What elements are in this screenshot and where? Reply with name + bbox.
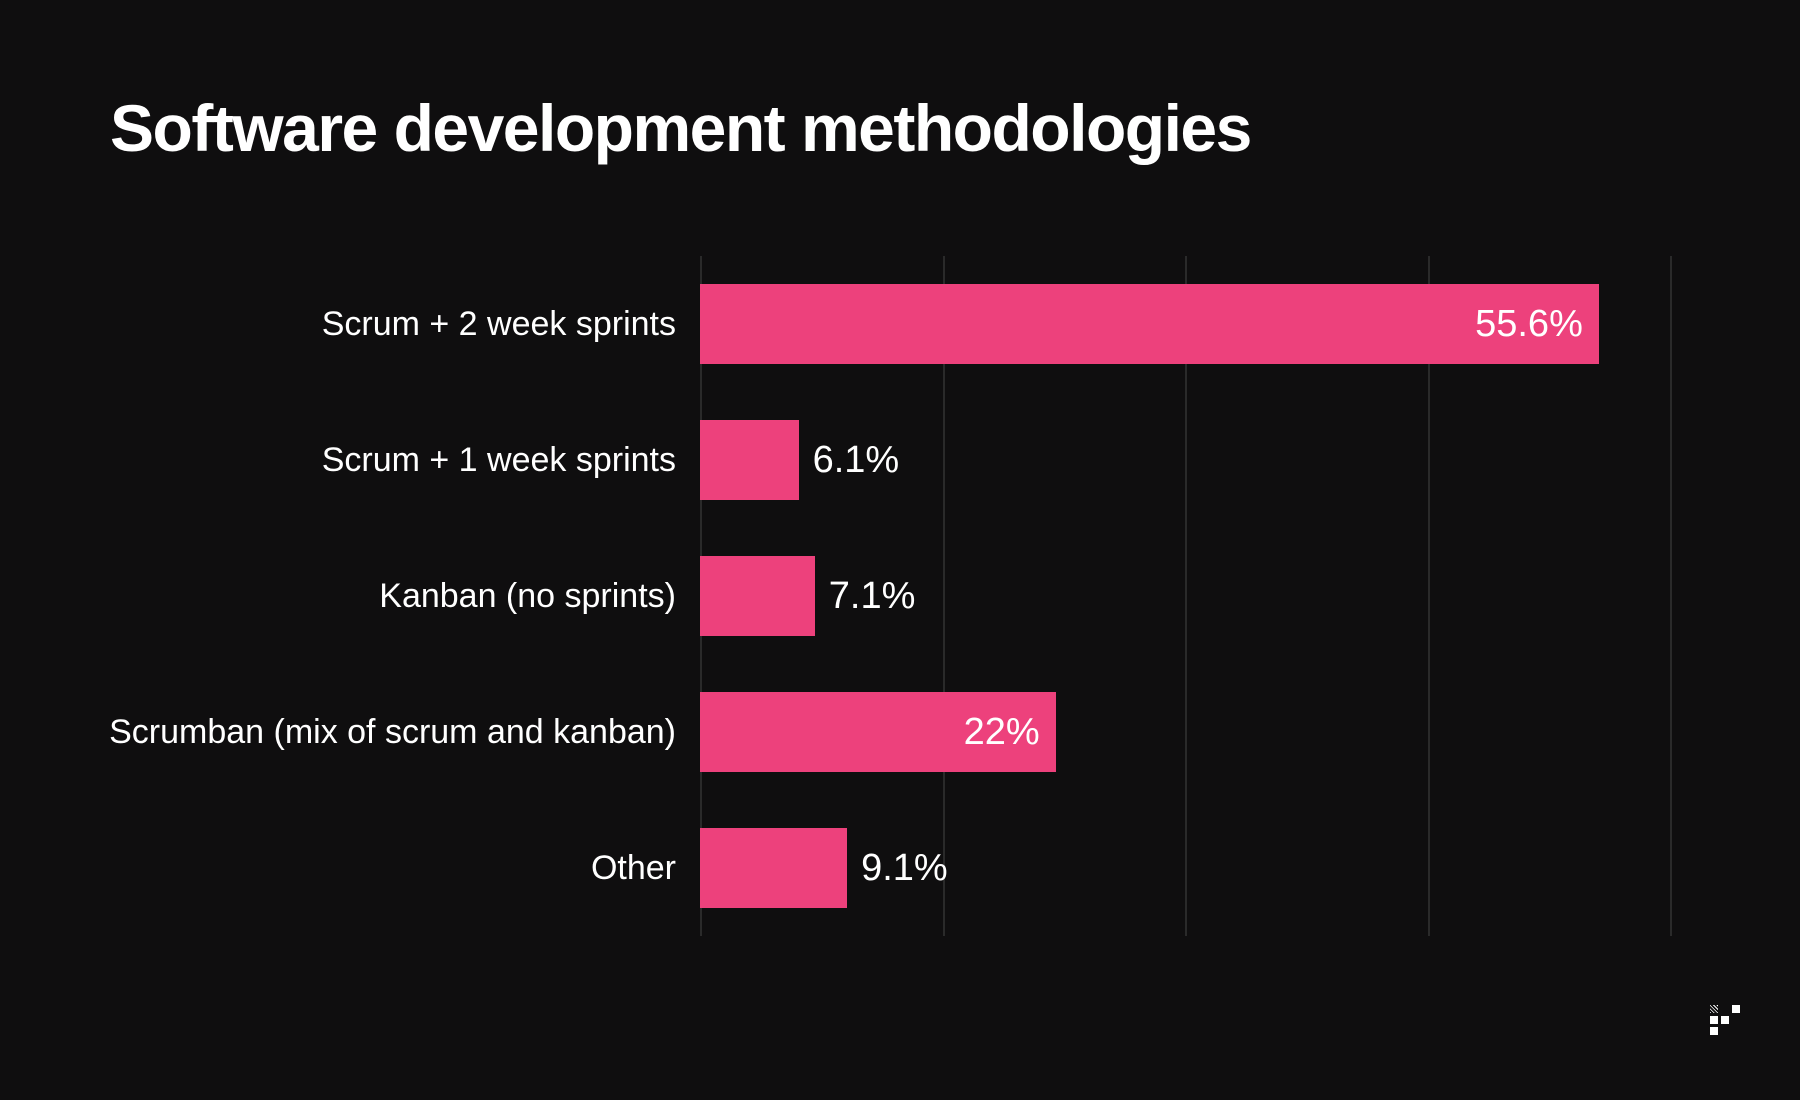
bar: 55.6%	[700, 284, 1599, 364]
bar: 22%	[700, 692, 1056, 772]
category-label-row: Scrum + 1 week sprints	[120, 392, 700, 528]
category-label: Kanban (no sprints)	[379, 577, 676, 616]
category-label: Scrum + 2 week sprints	[322, 305, 676, 344]
category-label: Scrum + 1 week sprints	[322, 441, 676, 480]
bar-value-label: 22%	[964, 711, 1040, 754]
chart-container: Software development methodologies Scrum…	[0, 0, 1800, 936]
bars-column: 55.6% 6.1% 7.1% 22% 9.1%	[700, 256, 1690, 936]
bar-value-label: 55.6%	[1475, 303, 1583, 346]
category-label: Other	[591, 849, 676, 888]
category-label: Scrumban (mix of scrum and kanban)	[109, 713, 676, 752]
bar-value-label: 7.1%	[815, 575, 916, 618]
bar: 6.1%	[700, 420, 799, 500]
bar-value-label: 9.1%	[847, 847, 948, 890]
bar: 9.1%	[700, 828, 847, 908]
bar: 7.1%	[700, 556, 815, 636]
labels-column: Scrum + 2 week sprints Scrum + 1 week sp…	[120, 256, 700, 936]
bar-row: 7.1%	[700, 528, 1690, 664]
bar-row: 55.6%	[700, 256, 1690, 392]
category-label-row: Other	[120, 800, 700, 936]
category-label-row: Kanban (no sprints)	[120, 528, 700, 664]
category-label-row: Scrumban (mix of scrum and kanban)	[120, 664, 700, 800]
category-label-row: Scrum + 2 week sprints	[120, 256, 700, 392]
bar-row: 22%	[700, 664, 1690, 800]
chart-title: Software development methodologies	[110, 90, 1690, 166]
bar-value-label: 6.1%	[799, 439, 900, 482]
bar-row: 9.1%	[700, 800, 1690, 936]
bar-row: 6.1%	[700, 392, 1690, 528]
chart-area: Scrum + 2 week sprints Scrum + 1 week sp…	[120, 256, 1690, 936]
brand-logo-icon	[1710, 1005, 1740, 1035]
